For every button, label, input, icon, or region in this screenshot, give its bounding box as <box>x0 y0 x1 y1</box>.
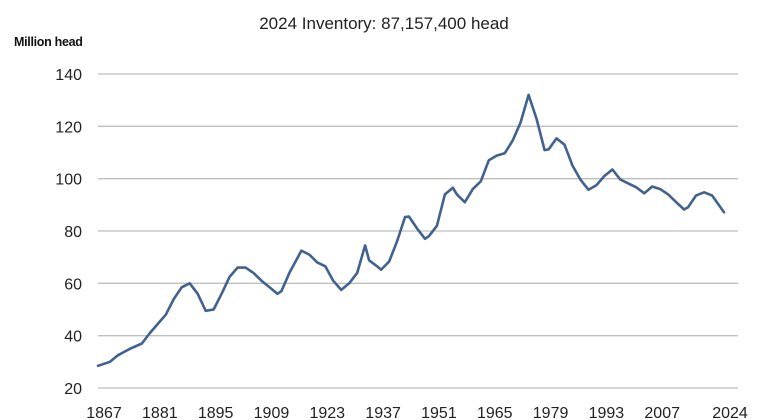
x-tick-label: 1951 <box>421 405 457 420</box>
y-axis-label: Million head <box>14 35 83 49</box>
y-tick-label: 60 <box>64 276 82 293</box>
x-tick-label: 1881 <box>142 405 178 420</box>
y-tick-label: 80 <box>64 224 82 241</box>
chart-title: 2024 Inventory: 87,157,400 head <box>259 14 509 33</box>
y-tick-label: 40 <box>64 329 82 346</box>
y-tick-label: 100 <box>55 172 82 189</box>
x-tick-label: 2024 <box>712 405 748 420</box>
x-tick-label: 1937 <box>365 405 401 420</box>
x-tick-label: 2007 <box>644 405 680 420</box>
y-tick-label: 120 <box>55 119 82 136</box>
x-tick-label: 1909 <box>254 405 290 420</box>
x-tick-label: 1965 <box>477 405 513 420</box>
x-tick-label: 1993 <box>589 405 625 420</box>
x-tick-label: 1979 <box>533 405 569 420</box>
x-tick-label: 1867 <box>86 405 122 420</box>
x-tick-label: 1895 <box>198 405 234 420</box>
y-tick-label: 140 <box>55 67 82 84</box>
series-line-0 <box>96 93 726 368</box>
y-tick-label: 20 <box>64 381 82 398</box>
x-tick-label: 1923 <box>309 405 345 420</box>
